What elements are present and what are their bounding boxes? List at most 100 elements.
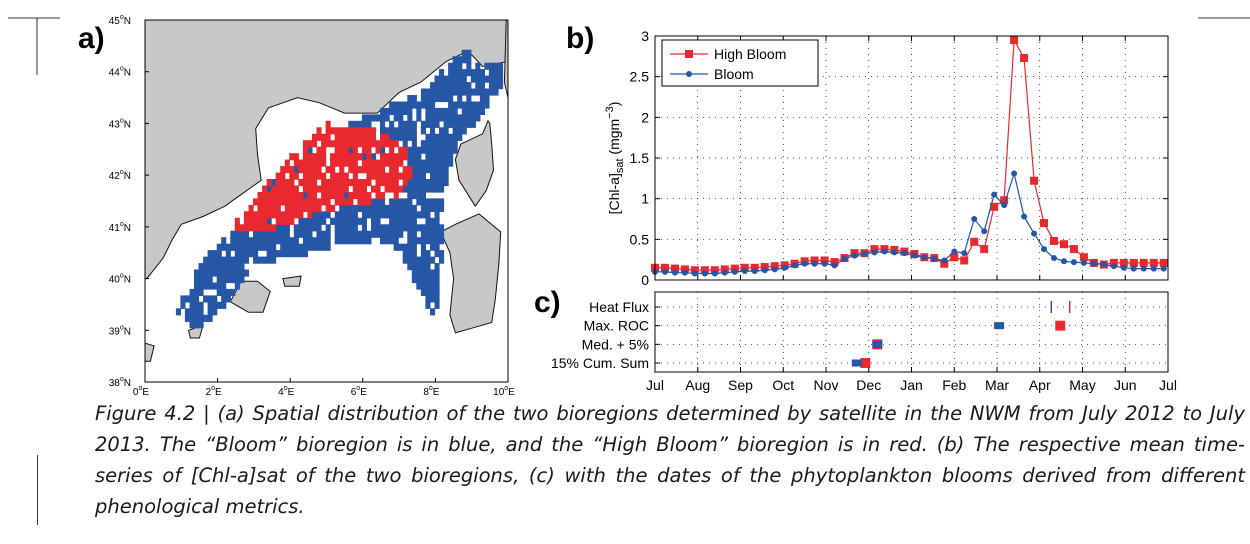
bloom-pixel — [357, 217, 363, 225]
high-bloom-pixel — [334, 172, 340, 180]
high-bloom-pixel — [321, 153, 327, 161]
high-bloom-point — [670, 264, 679, 273]
bloom-pixel — [448, 62, 454, 70]
bloom-pixel — [411, 230, 417, 238]
bloom-pixel — [198, 269, 204, 277]
bloom-pixel — [280, 237, 286, 245]
bloom-pixel — [425, 224, 431, 232]
bloom-pixel — [466, 82, 472, 90]
bloom-pixel — [361, 120, 367, 128]
high-bloom-pixel — [307, 166, 313, 174]
bloom-pixel — [461, 88, 467, 96]
high-bloom-pixel — [339, 192, 345, 200]
bloom-pixel — [430, 230, 436, 238]
bloom-pixel — [420, 204, 426, 212]
high-bloom-pixel — [243, 217, 249, 225]
high-bloom-pixel — [357, 185, 363, 193]
high-bloom-pixel — [339, 153, 345, 161]
bloom-point — [831, 262, 838, 269]
high-bloom-pixel — [402, 146, 408, 154]
high-bloom-pixel — [298, 211, 304, 219]
bloom-pixel — [212, 256, 218, 264]
bloom-point — [921, 254, 928, 261]
high-bloom-point — [970, 237, 979, 246]
bloom-pixel — [439, 95, 445, 103]
high-bloom-pixel — [375, 179, 381, 187]
bloom-pixel — [198, 314, 204, 322]
high-bloom-point — [1109, 258, 1118, 267]
bloom-pixel — [443, 146, 449, 154]
high-bloom-pixel — [257, 211, 263, 219]
category-label: Heat Flux — [589, 299, 649, 315]
high-bloom-pixel — [334, 133, 340, 141]
bloom-pixel — [411, 243, 417, 251]
high-bloom-pixel — [325, 127, 331, 135]
bloom-pixel — [425, 146, 431, 154]
bloom-pixel — [280, 224, 286, 232]
high-bloom-pixel — [393, 166, 399, 174]
bloom-pixel — [361, 217, 367, 225]
high-bloom-pixel — [289, 179, 295, 187]
bloom-pixel — [393, 114, 399, 122]
bloom-pixel — [439, 185, 445, 193]
bloom-pixel — [484, 88, 490, 96]
bloom-pixel — [384, 114, 390, 122]
bloom-pixel — [316, 243, 322, 251]
bloom-pixel — [416, 276, 422, 284]
high-bloom-point — [990, 202, 999, 211]
high-bloom-pixel — [289, 217, 295, 225]
bloom-pixel — [439, 172, 445, 180]
bloom-pixel — [425, 282, 431, 290]
high-bloom-pixel — [307, 198, 313, 206]
y-tick-label: 0.5 — [630, 231, 650, 247]
high-bloom-pixel — [248, 224, 254, 232]
high-bloom-pixel — [325, 204, 331, 212]
bloom-pixel — [398, 243, 404, 251]
bloom-pixel — [443, 159, 449, 167]
bloom-pixel — [257, 237, 263, 245]
high-bloom-pixel — [312, 179, 318, 187]
high-bloom-point — [1059, 240, 1068, 249]
bloom-pixel — [430, 101, 436, 109]
high-bloom-pixel — [321, 172, 327, 180]
bloom-pixel — [466, 95, 472, 103]
bloom-pixel — [393, 127, 399, 135]
high-bloom-pixel — [366, 179, 372, 187]
bloom-pixel — [470, 101, 476, 109]
high-bloom-point — [1119, 258, 1128, 267]
high-bloom-pixel — [334, 192, 340, 200]
bloom-pixel — [457, 82, 463, 90]
high-bloom-pixel — [293, 172, 299, 180]
bloom-date-mark — [851, 359, 862, 367]
bloom-pixel — [361, 114, 367, 122]
bloom-pixel — [416, 269, 422, 277]
bloom-pixel — [398, 198, 404, 206]
bloom-pixel — [430, 224, 436, 232]
bloom-pixel — [457, 95, 463, 103]
bloom-pixel — [434, 107, 440, 115]
high-bloom-pixel — [398, 185, 404, 193]
bloom-pixel — [380, 224, 386, 232]
bloom-pixel — [375, 204, 381, 212]
month-label: Dec — [856, 377, 881, 393]
bloom-pixel — [352, 217, 358, 225]
month-label: Sep — [728, 377, 753, 393]
high-bloom-pixel — [293, 198, 299, 206]
bloom-pixel — [443, 107, 449, 115]
bloom-pixel — [498, 69, 504, 77]
bloom-pixel — [466, 120, 472, 128]
high-bloom-pixel — [375, 172, 381, 180]
high-bloom-pixel — [334, 159, 340, 167]
month-label: Mar — [985, 377, 1009, 393]
bloom-pixel — [357, 204, 363, 212]
high-bloom-point — [950, 253, 959, 262]
bloom-pixel — [411, 140, 417, 148]
bloom-pixel — [484, 75, 490, 83]
bloom-pixel — [416, 192, 422, 200]
bloom-point — [971, 216, 978, 222]
high-bloom-pixel — [348, 159, 354, 167]
high-bloom-pixel — [289, 211, 295, 219]
bloom-pixel — [430, 269, 436, 277]
bloom-pixel — [430, 276, 436, 284]
high-bloom-pixel — [361, 140, 367, 148]
